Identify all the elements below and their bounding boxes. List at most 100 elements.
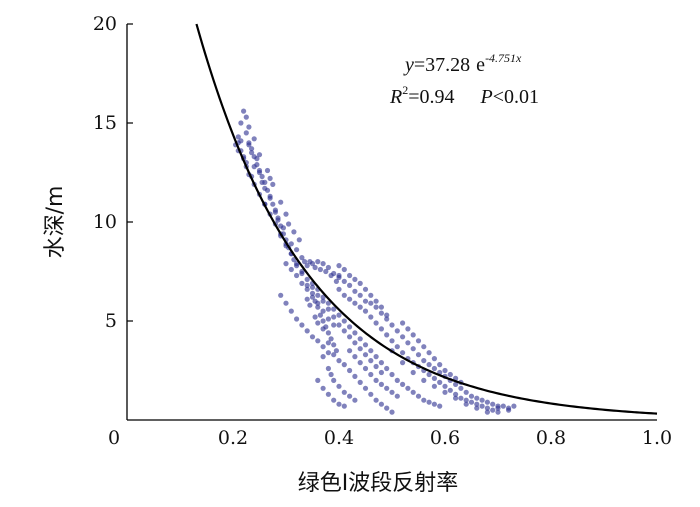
data-point	[442, 383, 448, 389]
data-point	[415, 393, 422, 399]
data-point	[484, 399, 490, 405]
data-point	[378, 381, 384, 387]
data-point	[320, 298, 326, 304]
data-point	[357, 336, 363, 342]
fit-statistics: R2=0.94 P<0.01	[389, 83, 539, 108]
data-point	[400, 360, 406, 366]
data-point	[254, 162, 260, 168]
data-point	[352, 397, 358, 403]
data-point	[288, 308, 294, 314]
data-point	[410, 389, 416, 395]
data-point	[415, 352, 422, 358]
data-point	[341, 266, 347, 273]
data-point	[362, 365, 369, 372]
data-point	[347, 324, 353, 330]
data-point	[347, 296, 353, 302]
data-point	[500, 403, 506, 409]
data-point	[328, 371, 334, 378]
data-point	[384, 385, 390, 391]
data-point	[286, 221, 292, 227]
data-point	[331, 377, 337, 383]
data-point	[275, 217, 281, 223]
data-point	[278, 199, 284, 205]
data-point	[251, 136, 257, 142]
data-point	[347, 367, 353, 374]
data-point	[362, 385, 369, 391]
data-point	[325, 306, 331, 312]
data-point	[246, 140, 252, 146]
data-point	[389, 409, 395, 415]
data-point	[468, 399, 475, 405]
data-point	[267, 195, 273, 201]
data-point	[453, 381, 459, 387]
data-point	[304, 276, 310, 282]
data-point	[400, 350, 406, 356]
data-point	[256, 152, 263, 158]
data-point	[341, 389, 347, 395]
data-point	[384, 332, 390, 338]
data-point	[336, 322, 342, 328]
data-point	[341, 403, 347, 409]
data-point	[490, 401, 496, 407]
data-point	[336, 383, 342, 389]
data-point	[495, 409, 501, 415]
data-point	[331, 270, 337, 277]
data-point	[315, 338, 321, 344]
data-point	[325, 340, 331, 346]
data-point	[341, 328, 347, 334]
data-point	[368, 314, 374, 320]
data-point	[333, 278, 339, 284]
data-point	[463, 397, 469, 403]
equation-y-symbol: y	[403, 54, 414, 76]
data-point	[373, 298, 379, 304]
data-point	[426, 350, 432, 356]
data-point	[373, 354, 379, 360]
r-squared-symbol: R	[389, 86, 402, 108]
data-point	[331, 352, 337, 358]
data-point	[389, 389, 395, 395]
x-tick-label: 0.6	[430, 427, 460, 449]
data-point	[278, 223, 284, 229]
data-point	[272, 209, 278, 215]
data-point	[347, 272, 353, 279]
data-point	[320, 294, 326, 300]
y-tick-label: 15	[93, 112, 117, 134]
data-point	[299, 268, 305, 275]
data-point	[400, 334, 406, 340]
data-point	[378, 369, 384, 376]
data-point	[378, 310, 384, 316]
data-point	[421, 344, 427, 350]
equation-base: e	[476, 54, 485, 76]
data-point	[426, 371, 432, 378]
data-point	[431, 375, 437, 381]
r-squared-value: =0.94	[408, 86, 454, 108]
data-point	[384, 405, 390, 411]
data-point	[336, 272, 342, 279]
data-point	[243, 114, 249, 120]
data-point	[320, 261, 326, 267]
data-point	[384, 312, 390, 318]
equation-exponent: -4.751x	[485, 51, 522, 65]
data-point	[304, 263, 310, 269]
plot-area: 0 0.2 0.4 0.6 0.8 1.0 5 10 15 20	[93, 13, 672, 449]
data-point	[410, 369, 416, 376]
data-point	[410, 332, 416, 338]
data-point	[315, 259, 321, 265]
p-value-value: <0.01	[493, 86, 539, 108]
data-point	[357, 360, 363, 366]
data-point	[394, 344, 400, 350]
data-point	[458, 385, 464, 391]
data-point	[235, 134, 241, 140]
data-point	[431, 383, 437, 389]
data-point	[323, 268, 329, 275]
data-point	[362, 308, 369, 314]
data-point	[325, 264, 331, 271]
data-point	[296, 237, 302, 243]
data-point	[325, 365, 331, 372]
data-point	[259, 173, 265, 180]
data-point	[299, 280, 305, 286]
data-point	[278, 292, 284, 298]
data-point	[352, 354, 358, 360]
data-point	[384, 316, 390, 322]
